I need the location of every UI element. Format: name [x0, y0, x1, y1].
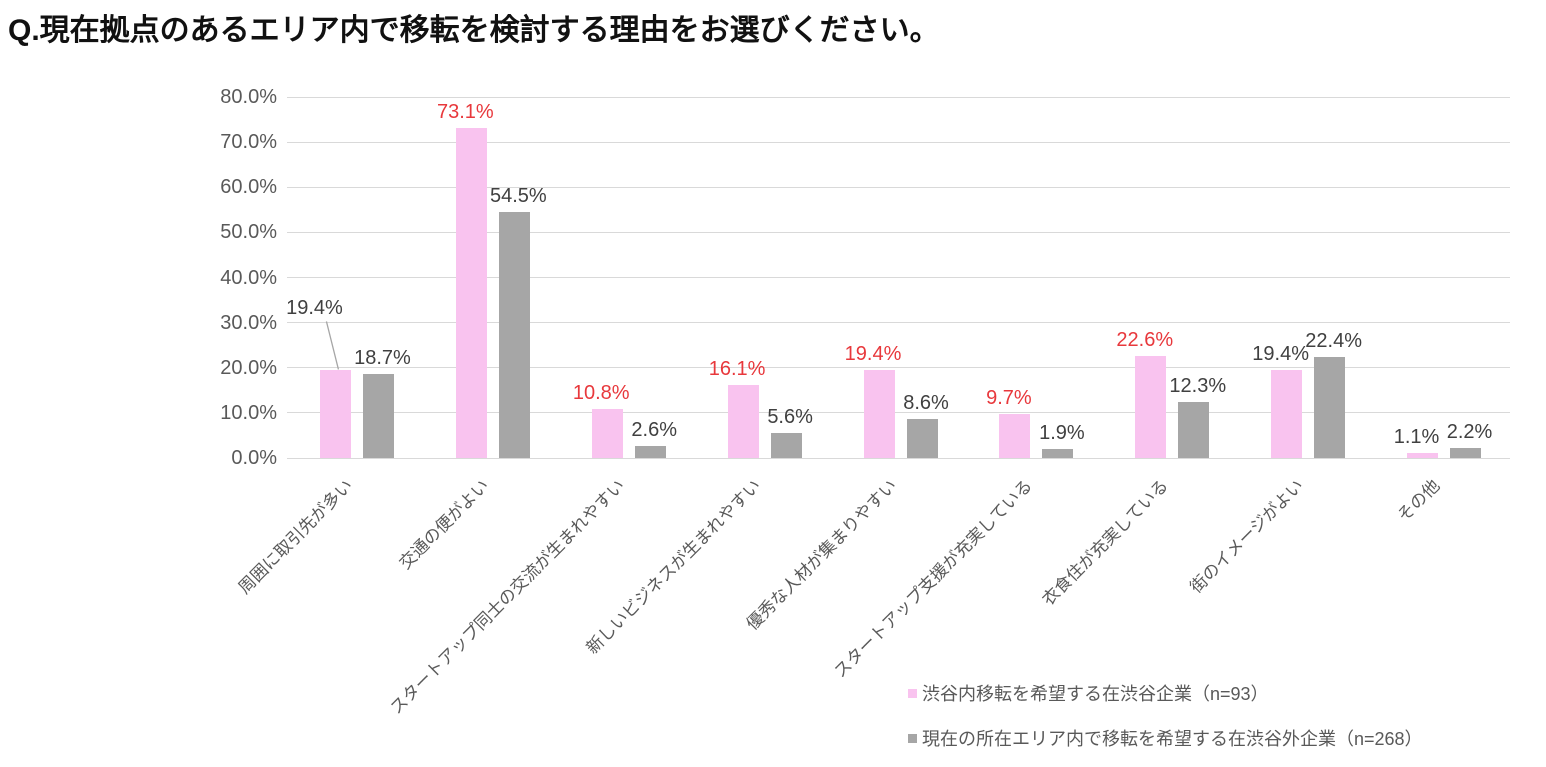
bar-gray [1450, 448, 1482, 458]
category-label: 街のイメージがよい [1186, 476, 1308, 597]
y-axis-label: 20.0% [220, 356, 277, 379]
page-title: Q.現在拠点のあるエリア内で移転を検討する理由をお選びください。 [8, 14, 940, 47]
category-label: 衣食住が充実している [1038, 476, 1172, 610]
data-label: 73.1% [436, 101, 494, 124]
category-label: スタートアップ同士の交流が生まれやすい [386, 476, 629, 718]
data-label: 19.4% [1252, 343, 1310, 366]
y-axis-label: 40.0% [220, 266, 277, 289]
gridline [287, 186, 1510, 188]
data-label: 9.7% [986, 387, 1032, 410]
category-label: その他 [1394, 476, 1444, 526]
gridline [287, 231, 1510, 233]
gridline [287, 322, 1510, 324]
gridline [287, 457, 1510, 459]
bar-pink [999, 414, 1031, 458]
category-label: 交通の便がよい [395, 476, 493, 573]
data-label: 16.1% [708, 358, 766, 381]
data-label: 1.1% [1393, 426, 1440, 449]
data-label: 5.6% [767, 405, 813, 428]
bar-pink [1135, 356, 1167, 458]
y-axis-label: 80.0% [220, 86, 277, 108]
data-label: 2.2% [1446, 421, 1493, 444]
y-axis-label: 50.0% [220, 221, 277, 244]
bar-gray [1178, 402, 1210, 458]
bar-gray [498, 212, 530, 458]
data-label: 19.4% [286, 297, 343, 320]
bar-pink [1407, 453, 1439, 458]
y-axis-label: 70.0% [220, 131, 277, 154]
bar-pink [863, 370, 895, 458]
y-axis-label: 30.0% [220, 311, 277, 334]
data-label: 18.7% [354, 346, 411, 369]
data-label: 8.6% [903, 392, 949, 415]
data-label: 1.9% [1039, 422, 1085, 445]
gridline [287, 277, 1510, 278]
bar-gray [1042, 449, 1074, 458]
bar-gray [634, 446, 666, 458]
data-label: 22.6% [1116, 329, 1174, 352]
data-label: 10.8% [572, 382, 630, 405]
bar-gray [1314, 356, 1346, 458]
data-label: 19.4% [844, 343, 902, 366]
y-axis-label: 10.0% [220, 401, 277, 424]
data-label: 2.6% [631, 419, 678, 442]
bar-pink [1271, 370, 1303, 458]
bar-pink [591, 409, 623, 458]
data-label: 54.5% [489, 185, 547, 208]
bar-gray [770, 432, 802, 458]
y-axis-label: 60.0% [220, 176, 277, 199]
gridline [287, 141, 1510, 143]
y-axis-label: 0.0% [231, 447, 277, 469]
bar-gray [362, 373, 394, 458]
gridline [287, 412, 1510, 414]
bar-pink [319, 370, 351, 458]
data-label: 12.3% [1169, 375, 1227, 398]
bar-gray [906, 419, 938, 458]
category-label: 優秀な人材が集まりやすい [742, 476, 900, 634]
gridline [287, 367, 1510, 369]
data-label: 22.4% [1305, 329, 1363, 352]
gridline [287, 96, 1510, 98]
bar-pink [455, 128, 487, 458]
category-label: 周囲に取引先が多い [234, 476, 357, 598]
bar-pink [727, 385, 759, 458]
